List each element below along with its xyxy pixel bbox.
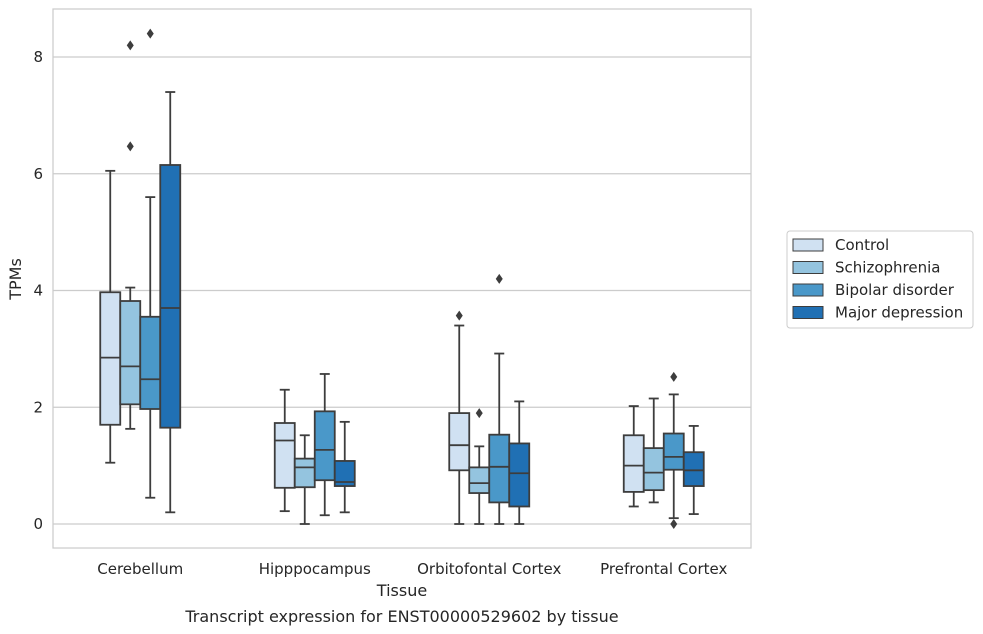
legend-swatch <box>792 261 824 274</box>
box-iqr <box>333 460 356 487</box>
y-tick-label: 2 <box>33 398 43 416</box>
outlier-point <box>495 273 503 284</box>
box-schizophrenia <box>293 434 316 525</box>
legend-swatch <box>792 283 824 297</box>
box-iqr <box>488 433 511 504</box>
legend-label: Bipolar disorder <box>835 281 955 299</box>
y-tick-label: 6 <box>33 165 43 183</box>
outlier-point <box>670 519 678 529</box>
legend-swatch <box>792 238 824 252</box>
box-major-depression <box>682 425 705 515</box>
box-iqr <box>293 457 316 489</box>
plot-frame <box>52 8 752 549</box>
box-iqr <box>139 315 162 410</box>
outlier-point <box>126 141 134 152</box>
chart-caption: Transcript expression for ENST0000052960… <box>184 607 618 626</box>
legend-label: Major depression <box>835 304 963 322</box>
box-schizophrenia <box>119 40 142 430</box>
x-tick-label: Orbitofontal Cortex <box>417 560 561 578</box>
box-iqr <box>682 451 705 487</box>
outlier-point <box>146 28 154 39</box>
box-bipolar-disorder <box>662 371 685 529</box>
x-axis-label: Tissue <box>376 581 427 600</box>
box-major-depression <box>333 420 356 514</box>
box-iqr <box>448 412 471 472</box>
box-bipolar-disorder <box>488 273 511 525</box>
x-axis-ticks: Cerebellum Hipppocampus Orbitofontal Corte… <box>97 560 727 578</box>
box-iqr <box>273 422 296 489</box>
box-control <box>273 388 296 513</box>
box-control <box>99 169 122 464</box>
legend-frame <box>786 230 974 329</box>
outlier-point <box>475 408 483 419</box>
y-axis-ticks: 0 2 4 6 8 <box>33 48 43 533</box>
box-iqr <box>468 466 491 494</box>
box-bipolar-disorder <box>313 373 336 517</box>
outlier-point <box>455 310 463 321</box>
box-iqr <box>622 434 645 493</box>
x-tick-label: Cerebellum <box>97 560 183 578</box>
box-iqr <box>119 300 142 406</box>
box-iqr <box>313 410 336 482</box>
box-iqr <box>642 447 665 492</box>
box-bipolar-disorder <box>139 28 162 499</box>
y-axis-label: TPMs <box>6 258 25 301</box>
box-schizophrenia <box>642 397 665 504</box>
legend-label: Schizophrenia <box>835 259 940 277</box>
box-control <box>622 405 645 508</box>
legend-label: Control <box>835 236 889 254</box>
box-control <box>448 310 471 525</box>
y-tick-label: 0 <box>33 515 43 533</box>
box-iqr <box>662 432 685 471</box>
x-tick-label: Prefrontal Cortex <box>600 560 727 578</box>
box-major-depression <box>159 91 182 514</box>
box-plot-series <box>99 28 705 529</box>
y-tick-label: 8 <box>33 48 43 66</box>
outlier-point <box>126 40 134 51</box>
box-iqr <box>508 442 531 508</box>
x-tick-label: Hipppocampus <box>259 560 371 578</box>
box-iqr <box>159 164 182 429</box>
legend: Control Schizophrenia Bipolar disorder Majo… <box>786 230 974 329</box>
box-schizophrenia <box>468 408 491 525</box>
y-tick-label: 4 <box>33 282 43 300</box>
box-major-depression <box>508 400 531 525</box>
legend-swatch <box>792 306 824 319</box>
outlier-point <box>670 371 678 382</box>
